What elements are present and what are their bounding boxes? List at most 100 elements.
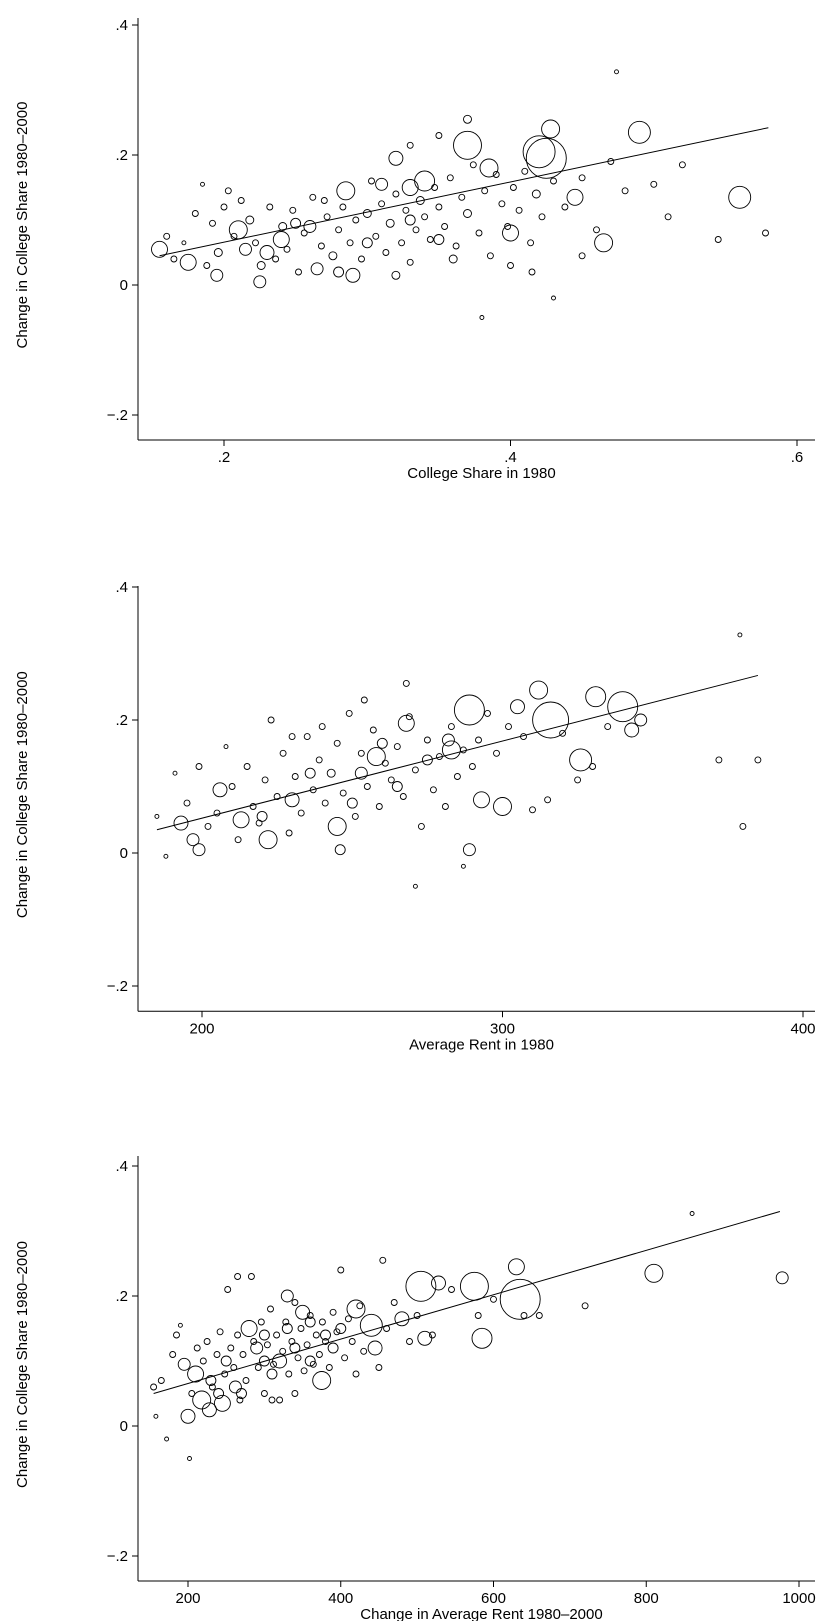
data-point bbox=[193, 1344, 201, 1352]
data-point bbox=[441, 223, 449, 230]
data-point bbox=[177, 1322, 183, 1328]
data-point bbox=[254, 1364, 262, 1371]
data-point bbox=[375, 1364, 383, 1371]
data-point bbox=[279, 1347, 287, 1355]
data-point bbox=[481, 187, 489, 195]
data-point bbox=[406, 258, 414, 266]
data-point bbox=[412, 226, 420, 234]
data-point bbox=[276, 1396, 284, 1404]
data-point bbox=[213, 1388, 225, 1399]
data-point bbox=[317, 242, 325, 250]
data-point bbox=[291, 1299, 299, 1306]
x-tick-label: 200 bbox=[175, 1590, 200, 1607]
data-point bbox=[173, 1331, 180, 1339]
data-point bbox=[360, 696, 368, 704]
data-point bbox=[195, 763, 203, 770]
data-point bbox=[303, 1341, 311, 1349]
data-point bbox=[213, 1394, 231, 1412]
data-point bbox=[224, 187, 232, 195]
data-point bbox=[522, 135, 556, 169]
data-point bbox=[325, 1364, 333, 1371]
data-point bbox=[594, 233, 614, 253]
data-point bbox=[453, 773, 461, 780]
data-point bbox=[163, 853, 169, 859]
data-point bbox=[559, 729, 567, 737]
data-point bbox=[388, 150, 404, 166]
data-point bbox=[328, 251, 338, 261]
data-point bbox=[529, 680, 549, 700]
y-tick-label: −.2 bbox=[107, 1548, 128, 1565]
data-point bbox=[441, 803, 449, 810]
scatter-panel-3: −.2 0 .2 .4 200 400 600 800 1000 Change in Averag… bbox=[14, 1156, 816, 1621]
data-point bbox=[279, 749, 287, 757]
data-point bbox=[473, 791, 490, 809]
data-point bbox=[421, 754, 433, 766]
data-point bbox=[295, 268, 302, 276]
data-point bbox=[320, 1329, 331, 1341]
data-point bbox=[228, 1380, 242, 1394]
data-point bbox=[236, 1388, 247, 1399]
data-point bbox=[460, 863, 466, 869]
data-point bbox=[352, 1370, 360, 1378]
data-point bbox=[574, 776, 582, 784]
data-point bbox=[213, 1351, 221, 1358]
data-point bbox=[323, 213, 331, 221]
data-point bbox=[283, 245, 291, 253]
data-point bbox=[267, 716, 275, 724]
data-point bbox=[356, 1302, 364, 1310]
data-point bbox=[453, 694, 485, 726]
data-point bbox=[304, 767, 316, 779]
data-point bbox=[689, 1211, 695, 1216]
data-point bbox=[320, 197, 328, 204]
data-point bbox=[529, 806, 536, 814]
data-point bbox=[426, 236, 434, 243]
data-point bbox=[209, 219, 216, 227]
data-point bbox=[261, 776, 269, 784]
data-point bbox=[344, 1315, 352, 1323]
data-point bbox=[585, 686, 607, 708]
data-point bbox=[378, 200, 386, 208]
data-point bbox=[376, 737, 388, 749]
data-point bbox=[469, 161, 477, 169]
data-point bbox=[208, 1383, 216, 1391]
y-axis-title: Change in College Share 1980–2000 bbox=[14, 102, 31, 349]
data-point bbox=[493, 797, 512, 816]
data-point bbox=[527, 239, 535, 247]
data-point bbox=[406, 1338, 413, 1345]
data-point bbox=[604, 723, 612, 731]
data-point bbox=[327, 816, 347, 836]
data-point bbox=[329, 1308, 337, 1316]
data-point bbox=[391, 781, 403, 792]
data-point bbox=[204, 822, 212, 830]
y-tick-label: .2 bbox=[115, 1288, 128, 1305]
data-point bbox=[509, 184, 517, 191]
data-point bbox=[153, 1413, 159, 1419]
data-point bbox=[272, 255, 280, 263]
data-point bbox=[578, 252, 586, 260]
data-point bbox=[273, 1331, 281, 1339]
data-point bbox=[452, 242, 460, 250]
data-point bbox=[358, 255, 365, 263]
data-point bbox=[404, 214, 416, 226]
data-point bbox=[268, 1396, 276, 1404]
data-point bbox=[186, 833, 200, 847]
data-point bbox=[321, 799, 329, 807]
data-point bbox=[315, 1351, 323, 1358]
y-tick-label: .4 bbox=[115, 17, 128, 34]
data-point bbox=[291, 773, 299, 780]
data-point bbox=[715, 756, 723, 764]
data-point bbox=[230, 232, 238, 240]
data-point bbox=[375, 803, 383, 810]
y-tick-label: .4 bbox=[115, 1158, 128, 1175]
data-point bbox=[205, 1375, 217, 1386]
data-point bbox=[285, 829, 293, 837]
data-point bbox=[247, 1273, 255, 1280]
data-point bbox=[267, 1305, 274, 1313]
data-point bbox=[257, 1318, 265, 1326]
data-point bbox=[335, 1323, 347, 1334]
data-point bbox=[318, 1318, 326, 1326]
fit-line bbox=[159, 127, 769, 257]
data-point bbox=[266, 203, 274, 211]
data-point bbox=[499, 1278, 541, 1320]
